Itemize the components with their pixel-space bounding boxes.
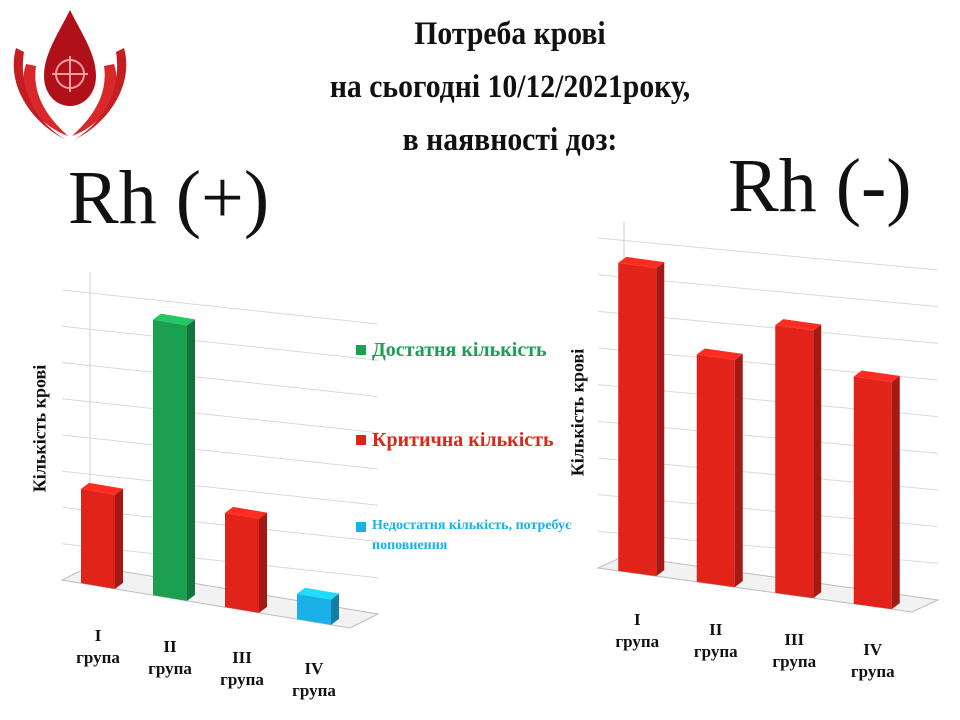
bar-3: [225, 506, 267, 613]
category-label-line: група: [693, 641, 738, 661]
bar-side: [734, 353, 743, 588]
legend-label-critical: Критична кількість: [372, 429, 554, 451]
bar-1: [81, 482, 123, 589]
category-label-line: група: [148, 659, 192, 679]
category-label: III група: [759, 629, 829, 673]
legend-swatch-red: [356, 435, 366, 445]
chart-title-rh-positive: Rh (+): [68, 156, 270, 240]
bar-side: [259, 512, 267, 613]
bar-top: [297, 587, 339, 600]
bar-front: [775, 325, 814, 599]
category-label-line: група: [76, 648, 120, 668]
category-label-line: II: [709, 619, 723, 639]
category-label: IV група: [279, 658, 349, 702]
chart-rh-positive: [60, 272, 380, 629]
bar-side: [813, 324, 822, 599]
legend-label-insufficient: Недостатня кількість, потребує поповненн…: [372, 518, 572, 553]
category-label-line: III: [232, 648, 252, 667]
category-label-line: група: [772, 651, 817, 671]
bar-2: [153, 313, 195, 601]
legend-swatch-green: [356, 345, 366, 355]
grid-line: [61, 470, 379, 506]
legend-swatch-blue: [356, 522, 366, 532]
bar-front: [618, 262, 657, 577]
bar-front: [225, 512, 259, 613]
category-label-line: група: [292, 680, 336, 700]
bar-top: [153, 313, 195, 326]
grid-line: [597, 237, 939, 271]
bar-front: [853, 376, 892, 610]
legend-item-critical: Критична кількість: [356, 426, 586, 516]
grid-line: [61, 362, 379, 397]
category-label: II група: [681, 619, 751, 663]
category-label: II група: [135, 636, 205, 680]
category-label: IV група: [838, 639, 908, 683]
bar-4: [853, 370, 900, 610]
bar-top: [225, 506, 267, 519]
legend-label-sufficient: Достатня кількість: [372, 339, 547, 361]
legend-item-sufficient: Достатня кількість: [356, 336, 586, 426]
category-label-line: II: [163, 637, 177, 657]
bar-3: [775, 319, 822, 599]
grid-line: [61, 398, 379, 434]
category-label-line: III: [784, 629, 805, 649]
category-label: III група: [207, 647, 277, 691]
category-label-line: I: [633, 609, 641, 629]
page-title: Потреба крові на сьогодні 10/12/2021року…: [213, 8, 807, 167]
bar-top: [853, 370, 900, 382]
title-line-1: Потреба крові: [414, 16, 606, 52]
legend-item-insufficient: Недостатня кількість, потребує поповненн…: [356, 516, 586, 556]
bar-top: [618, 256, 665, 269]
category-label-line: група: [615, 631, 660, 651]
bar-top: [696, 348, 743, 360]
grid-line: [61, 325, 379, 361]
bar-side: [331, 593, 339, 625]
bar-2: [696, 348, 743, 588]
title-line-3: в наявності доз:: [402, 122, 618, 158]
bar-side: [891, 375, 900, 610]
bar-top: [81, 482, 123, 495]
bar-side: [115, 488, 123, 589]
bar-front: [696, 354, 735, 588]
category-label-line: група: [220, 670, 264, 689]
grid-line: [61, 434, 379, 470]
bar-front: [297, 593, 331, 625]
legend: Достатня кількість Критична кількість Не…: [356, 336, 586, 556]
bar-front: [153, 319, 187, 601]
bar-1: [618, 256, 665, 577]
category-label-line: IV: [863, 639, 883, 659]
title-line-2: на сьогодні 10/12/2021року,: [329, 69, 691, 105]
bar-front: [81, 488, 115, 589]
category-label-line: IV: [304, 658, 324, 678]
grid-line: [61, 289, 379, 325]
category-label-line: I: [94, 626, 102, 646]
chart-title-rh-negative: Rh (-): [728, 144, 912, 228]
chart-rh-negative: [596, 222, 940, 613]
bar-top: [775, 319, 822, 331]
bar-4: [297, 587, 339, 625]
blood-drop-hands-icon: [13, 10, 127, 140]
category-label-line: група: [850, 661, 895, 681]
bar-side: [187, 319, 195, 601]
bar-side: [656, 262, 665, 577]
